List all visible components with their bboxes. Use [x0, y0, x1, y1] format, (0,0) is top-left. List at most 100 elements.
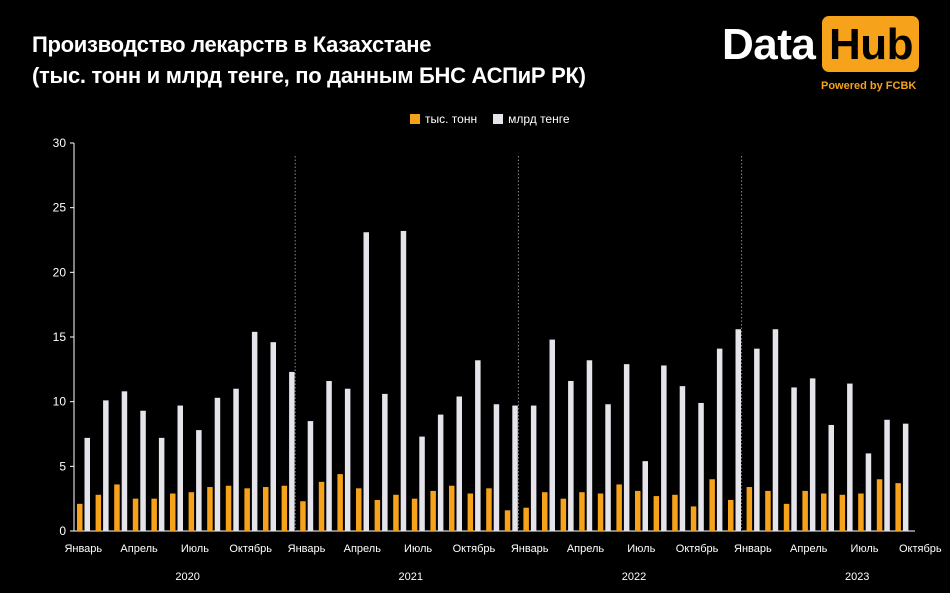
bar-tenge — [251, 331, 258, 531]
bar-tons — [337, 474, 343, 531]
bar-tenge — [586, 360, 593, 531]
bar-tenge — [196, 430, 202, 531]
bar-tenge — [437, 414, 444, 531]
bar-tenge — [698, 402, 704, 531]
y-tick-label: 20 — [53, 265, 67, 279]
bar-tenge — [828, 424, 834, 531]
bar-tons — [783, 503, 790, 531]
x-tick-label: Январь — [734, 543, 772, 555]
bar-tons — [802, 490, 808, 531]
bar-tenge — [326, 380, 332, 531]
bar-tenge — [400, 230, 407, 532]
bar-tenge — [809, 378, 816, 531]
bar-tons — [151, 498, 157, 531]
bar-tenge — [177, 405, 183, 531]
x-tick-label: Октябрь — [899, 543, 942, 555]
bar-tenge — [270, 342, 276, 531]
bar-tenge — [84, 437, 90, 531]
chart-legend: тыс. тонн млрд тенге — [410, 112, 580, 126]
bar-tenge — [493, 404, 500, 531]
bar-tenge — [512, 405, 518, 531]
bar-tenge — [549, 339, 555, 531]
logo-word-hub: Hub — [829, 20, 914, 69]
bar-tons — [207, 487, 213, 531]
legend-item-tons: тыс. тонн — [410, 112, 477, 126]
logo-hub-box: Hub — [822, 16, 919, 72]
y-tick-label: 25 — [53, 201, 67, 215]
bar-tons — [225, 485, 232, 531]
bar-tons — [542, 492, 548, 531]
bar-tenge — [679, 386, 686, 531]
legend-item-tenge: млрд тенге — [493, 112, 570, 126]
bar-tons — [616, 484, 622, 531]
bar-tenge — [605, 404, 611, 531]
bar-tons — [504, 510, 511, 531]
bar-tenge — [233, 388, 239, 531]
y-tick-label: 15 — [53, 330, 67, 344]
bar-tenge — [363, 232, 369, 532]
year-label: 2022 — [622, 571, 646, 583]
x-tick-label: Январь — [288, 543, 326, 555]
bar-tons — [356, 488, 362, 531]
x-tick-label: Апрель — [120, 543, 158, 555]
bar-tenge — [419, 436, 425, 531]
bar-tons — [374, 499, 381, 531]
x-tick-label: Октябрь — [453, 543, 496, 555]
bar-tenge — [716, 348, 723, 531]
bar-tons — [263, 487, 269, 531]
x-tick-label: Апрель — [344, 543, 382, 555]
bar-tons — [560, 498, 567, 531]
x-tick-label: Апрель — [567, 543, 605, 555]
bar-tons — [579, 492, 585, 531]
datahub-logo: Data Hub Powered by FCBK — [722, 14, 922, 96]
bar-tenge — [382, 393, 388, 531]
bar-tons — [746, 487, 753, 531]
bar-tons — [486, 488, 492, 531]
bar-tons — [95, 494, 102, 531]
bar-tenge — [902, 423, 909, 531]
x-tick-label: Июль — [181, 543, 209, 555]
y-tick-label: 0 — [59, 524, 66, 538]
bar-tenge — [214, 397, 221, 531]
x-tick-label: Июль — [850, 543, 878, 555]
bar-tenge — [121, 391, 128, 531]
bar-tenge — [772, 329, 779, 531]
bar-tons — [821, 493, 827, 531]
legend-label-tenge: млрд тенге — [508, 112, 570, 126]
bar-tenge — [530, 405, 537, 531]
bar-tons — [635, 490, 641, 531]
bar-tons — [188, 492, 195, 531]
bar-tons — [114, 484, 120, 531]
x-tick-label: Январь — [64, 543, 102, 555]
bar-tenge — [456, 396, 462, 531]
bar-tenge — [847, 383, 853, 531]
bar-tenge — [884, 419, 890, 531]
bar-tons — [170, 493, 176, 531]
bar-tenge — [791, 387, 797, 531]
bar-tons — [653, 496, 660, 531]
bar-tenge — [623, 364, 630, 531]
x-tick-label: Апрель — [790, 543, 828, 555]
x-tick-label: Октябрь — [676, 543, 719, 555]
bar-tons — [77, 503, 83, 531]
bar-tons — [449, 485, 455, 531]
legend-label-tons: тыс. тонн — [425, 112, 478, 126]
bar-tons — [300, 501, 306, 531]
bar-tons — [690, 506, 697, 531]
bar-tons — [132, 498, 139, 531]
y-tick-label: 5 — [59, 459, 66, 473]
bar-tons — [597, 493, 604, 531]
logo-tagline: Powered by FCBK — [821, 80, 917, 92]
legend-swatch-tons — [410, 114, 420, 124]
x-tick-label: Июль — [627, 543, 655, 555]
bar-tenge — [568, 380, 574, 531]
legend-swatch-tenge — [493, 114, 504, 124]
bar-tons — [281, 485, 288, 531]
bar-tons — [839, 494, 846, 531]
bar-tons — [430, 490, 436, 531]
year-label: 2023 — [845, 571, 869, 583]
x-tick-label: Июль — [404, 543, 432, 555]
bar-tons — [393, 494, 399, 531]
bar-tons — [672, 494, 678, 531]
bar-tons — [765, 490, 771, 531]
